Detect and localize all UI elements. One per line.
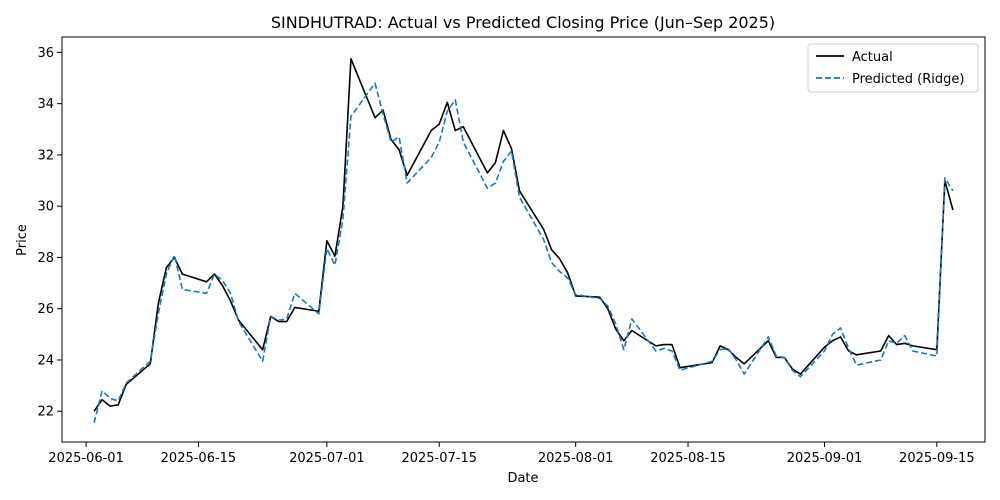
- series-group: [93, 57, 954, 423]
- x-axis-title: Date: [507, 471, 538, 486]
- x-tick-label: 2025-08-15: [650, 451, 726, 466]
- chart-title: SINDHUTRAD: Actual vs Predicted Closing …: [271, 13, 775, 32]
- y-tick-label: 22: [37, 405, 54, 420]
- x-tick-label: 2025-07-01: [289, 451, 365, 466]
- x-tick-label: 2025-09-01: [787, 451, 863, 466]
- x-tick-label: 2025-09-15: [899, 451, 975, 466]
- y-tick-label: 34: [37, 97, 54, 112]
- series-line-predicted: [93, 82, 954, 423]
- legend-label-actual: Actual: [852, 50, 893, 65]
- series-line-actual: [93, 57, 954, 412]
- x-tick-label: 2025-06-01: [48, 451, 124, 466]
- y-tick-label: 24: [37, 353, 54, 368]
- y-tick-label: 30: [37, 200, 54, 215]
- y-axis: 22 24 26 28 30 32 34 36: [37, 46, 62, 420]
- y-tick-label: 36: [37, 46, 54, 61]
- x-tick-label: 2025-06-15: [161, 451, 237, 466]
- legend: Actual Predicted (Ridge): [807, 43, 979, 93]
- plot-frame: [61, 36, 986, 443]
- legend-label-predicted: Predicted (Ridge): [852, 72, 964, 87]
- x-tick-label: 2025-08-01: [538, 451, 614, 466]
- x-tick-label: 2025-07-15: [401, 451, 477, 466]
- y-tick-label: 32: [37, 148, 54, 163]
- y-tick-label: 28: [37, 251, 54, 266]
- y-tick-label: 26: [37, 302, 54, 317]
- legend-box: [807, 43, 979, 93]
- x-axis: 2025-06-01 2025-06-15 2025-07-01 2025-07-15…: [48, 442, 975, 466]
- y-axis-title: Price: [15, 224, 30, 256]
- plot-area: [62, 37, 985, 442]
